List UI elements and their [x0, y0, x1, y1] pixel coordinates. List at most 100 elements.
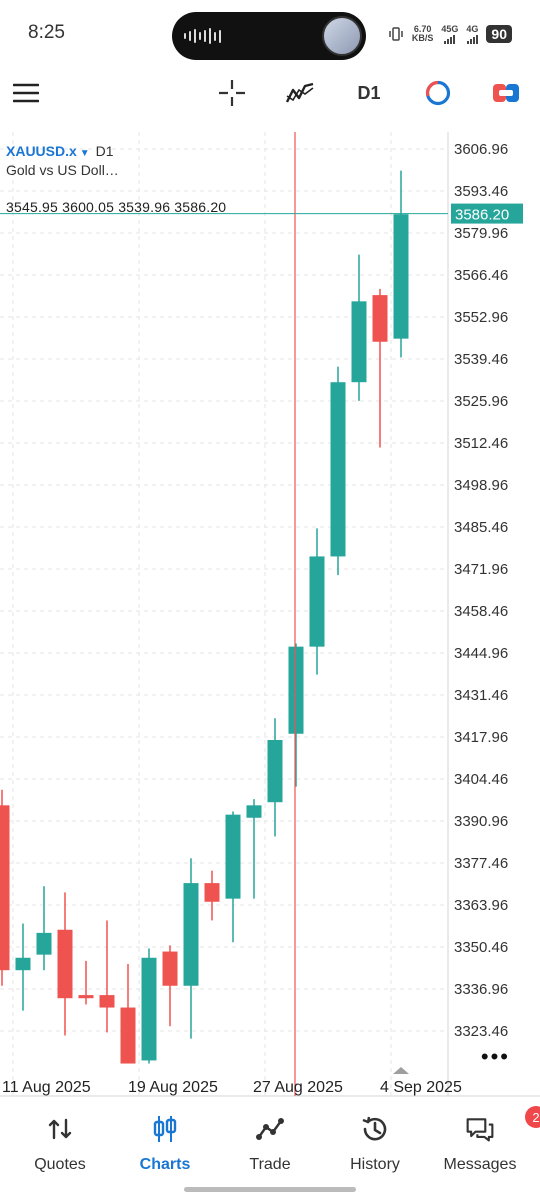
candle-body	[120, 1007, 136, 1064]
current-price-tag	[451, 203, 523, 224]
symbol-header[interactable]: XAUUSD.x ▼ D1	[6, 143, 114, 159]
signal-bars-icon	[444, 34, 456, 44]
price-tick-label: 3579.96	[454, 225, 508, 242]
indicators-icon	[285, 82, 314, 103]
nav-trade[interactable]: Trade	[220, 1114, 320, 1176]
candle-body	[183, 883, 199, 986]
candle-body	[141, 957, 157, 1061]
time-tick-label: 27 Aug 2025	[253, 1079, 343, 1096]
symbol-description: Gold vs US Doll…	[6, 162, 119, 178]
indicators-button[interactable]	[280, 70, 320, 116]
nav-messages[interactable]: 2 Messages	[430, 1106, 540, 1176]
candle-body	[162, 951, 178, 986]
messages-icon: 2	[465, 1106, 540, 1144]
status-indicators: 6.70 KB/S 45G 4G 90	[388, 24, 512, 44]
price-tick-label: 3593.46	[454, 183, 508, 200]
price-tick-label: 3336.96	[454, 981, 508, 998]
one-click-trading-button[interactable]	[418, 70, 458, 116]
network-speed: 6.70 KB/S	[412, 25, 434, 43]
chart-toolbar: D1	[0, 70, 540, 116]
ohlc-values: 3545.95 3600.05 3539.96 3586.20	[6, 199, 227, 215]
candle-body	[351, 301, 367, 383]
menu-button[interactable]	[8, 70, 44, 116]
trade-panel-icon	[493, 84, 519, 102]
symbol-name[interactable]: XAUUSD.x	[6, 143, 77, 159]
candlestick-chart[interactable]: 3606.96 3593.46 3579.96 3566.46 3552.96 3539.…	[0, 132, 540, 1100]
home-indicator[interactable]	[184, 1187, 356, 1192]
price-tick-label: 3512.46	[454, 435, 508, 452]
hamburger-menu-icon	[13, 83, 39, 103]
time-tick-label: 4 Sep 2025	[380, 1079, 462, 1096]
one-click-trading-icon	[425, 80, 451, 106]
price-tick-label: 3363.96	[454, 897, 508, 914]
nav-charts[interactable]: Charts	[115, 1114, 215, 1176]
nav-charts-label: Charts	[139, 1156, 191, 1173]
price-tick-label: 3350.46	[454, 939, 508, 956]
time-tick-label: 19 Aug 2025	[128, 1079, 218, 1096]
bottom-navigation: Quotes Charts Trade History 2 Messag	[0, 1100, 540, 1200]
messages-badge: 2	[525, 1106, 540, 1128]
network-type-1: 45G	[441, 24, 459, 34]
media-thumbnail	[322, 16, 362, 56]
timeframe-label: D1	[357, 82, 381, 103]
nav-history[interactable]: History	[325, 1114, 425, 1176]
dynamic-island[interactable]	[172, 12, 366, 60]
nav-trade-label: Trade	[249, 1156, 291, 1173]
price-tick-label: 3485.46	[454, 519, 508, 536]
candle-body	[225, 814, 241, 899]
price-tick-label: 3444.96	[454, 645, 508, 662]
candle-body	[99, 995, 115, 1008]
price-tick-label: 3390.96	[454, 813, 508, 830]
candle-body	[267, 739, 283, 803]
candle-body	[309, 556, 325, 647]
price-tick-label: 3323.46	[454, 1023, 508, 1040]
scroll-marker-icon	[393, 1067, 409, 1074]
candle-body	[288, 646, 304, 734]
candle-body	[57, 929, 73, 999]
candle-body	[36, 932, 52, 955]
status-time: 8:25	[28, 22, 65, 43]
signal-1: 45G	[441, 24, 458, 44]
time-tick-label: 11 Aug 2025	[2, 1079, 91, 1096]
nav-messages-label: Messages	[443, 1156, 517, 1173]
candle-body	[78, 995, 94, 999]
timeframe-button[interactable]: D1	[348, 70, 390, 116]
price-tick-label: 3606.96	[454, 141, 508, 158]
trade-panel-button[interactable]	[486, 70, 526, 116]
price-tick-label: 3552.96	[454, 309, 508, 326]
network-speed-unit: KB/S	[411, 33, 434, 43]
battery-level: 90	[486, 25, 512, 43]
symbol-dropdown-icon[interactable]: ▼	[79, 148, 90, 159]
nav-history-label: History	[350, 1156, 400, 1173]
candle-body	[204, 883, 220, 902]
network-type-2: 4G	[466, 24, 479, 34]
crosshair-button[interactable]	[212, 70, 252, 116]
status-bar: 8:25 6.70 KB/S 45G 4G 90	[0, 0, 540, 70]
price-tick-label: 3525.96	[454, 393, 508, 410]
price-tick-label: 3539.46	[454, 351, 508, 368]
price-tick-label: 3471.96	[454, 561, 508, 578]
chart-area[interactable]: 3606.96 3593.46 3579.96 3566.46 3552.96 3539.…	[0, 132, 540, 1100]
price-tick-label: 3431.46	[454, 687, 508, 704]
candle-body	[15, 957, 31, 971]
signal-2: 4G	[466, 24, 478, 44]
vibrate-icon	[389, 27, 403, 41]
history-icon	[360, 1114, 390, 1144]
signal-bars-icon	[466, 34, 478, 44]
price-tick-label: 3404.46	[454, 771, 508, 788]
quotes-icon	[45, 1114, 75, 1144]
more-options-button[interactable]: •••	[480, 1044, 510, 1069]
price-tick-label: 3377.46	[454, 855, 508, 872]
trade-icon	[255, 1114, 285, 1144]
symbol-timeframe: D1	[95, 143, 114, 159]
candle-body	[246, 805, 262, 818]
nav-quotes-label: Quotes	[34, 1156, 86, 1173]
current-price-label: 3586.20	[455, 207, 509, 224]
charts-icon	[150, 1114, 180, 1144]
candle-body	[0, 805, 10, 971]
candle-body	[393, 214, 409, 339]
price-tick-label: 3498.96	[454, 477, 508, 494]
audio-wave-icon	[184, 28, 221, 44]
nav-quotes[interactable]: Quotes	[10, 1114, 110, 1176]
